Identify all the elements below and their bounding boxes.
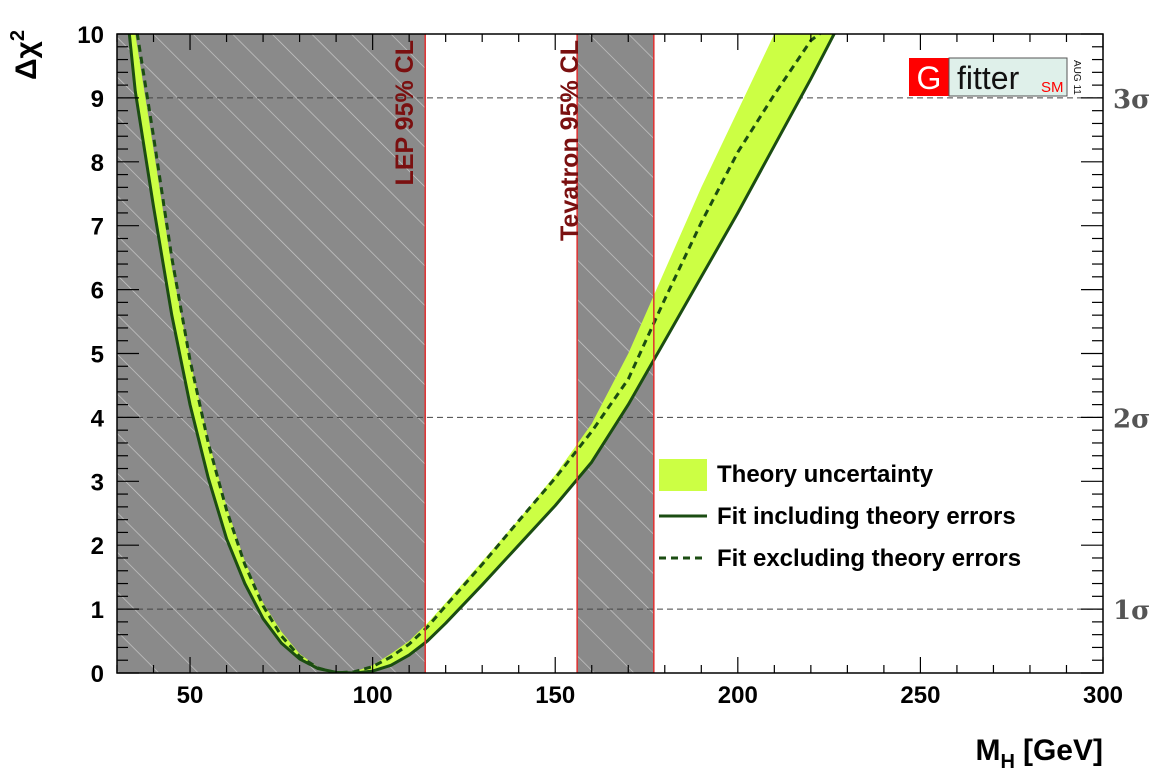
y-axis-title: Δχ2 — [7, 30, 43, 80]
series-line-excluding-theory — [135, 34, 822, 673]
exclusion-label-1: Tevatron 95% CL — [556, 40, 584, 241]
y-tick-label: 7 — [91, 214, 104, 241]
y-tick-label: 5 — [91, 342, 104, 369]
series-line-including-theory — [127, 34, 836, 673]
legend: Theory uncertainty Fit including theory … — [659, 459, 1021, 572]
exclusion-label-0: LEP 95% CL — [391, 40, 419, 185]
theory-band-layer — [129, 34, 835, 673]
theory-uncertainty-band — [129, 34, 835, 673]
sigma-label: 1σ — [1113, 596, 1150, 626]
y-tick-label: 10 — [77, 22, 104, 49]
x-tick-label: 300 — [1083, 682, 1123, 709]
excluded-region-hatch-0 — [117, 34, 426, 673]
axis-ticks — [116, 33, 1104, 674]
y-tick-label: 0 — [91, 661, 104, 688]
legend-swatch-band — [659, 459, 707, 491]
x-tick-label: 100 — [353, 682, 393, 709]
y-tick-label: 6 — [91, 278, 104, 305]
y-tick-label: 1 — [91, 597, 104, 624]
excluded-regions — [117, 34, 654, 673]
sigma-label: 3σ — [1113, 85, 1150, 115]
gfitter-logo: G fitter SM AUG 11 — [909, 57, 1082, 97]
exclusion-boundaries — [424, 34, 655, 673]
exclusion-labels: LEP 95% CL Tevatron 95% CL — [391, 40, 584, 241]
logo-stamp: AUG 11 — [1071, 60, 1082, 95]
logo-letter-box — [909, 58, 949, 96]
legend-label-solid: Fit including theory errors — [717, 503, 1016, 530]
logo-word-box — [948, 57, 1068, 97]
sigma-label: 2σ — [1113, 404, 1150, 434]
x-tick-labels: 50 100 150 200 250 300 — [177, 682, 1123, 709]
logo-badge: SM — [1041, 79, 1064, 96]
y-tick-label: 9 — [91, 86, 104, 113]
y-tick-label: 4 — [91, 405, 105, 432]
x-tick-label: 50 — [177, 682, 204, 709]
y-tick-label: 3 — [91, 469, 104, 496]
legend-label-dashed: Fit excluding theory errors — [717, 545, 1021, 572]
logo-word: fitter — [957, 60, 1020, 96]
y-tick-label: 2 — [91, 533, 104, 560]
sigma-labels: 1σ 2σ 3σ — [1113, 85, 1150, 626]
x-tick-label: 150 — [535, 682, 575, 709]
y-tick-labels: 0 1 2 3 4 5 6 7 8 9 10 — [77, 22, 104, 688]
fit-curves — [127, 34, 836, 673]
y-tick-label: 8 — [91, 150, 104, 177]
logo-letter: G — [917, 60, 942, 96]
legend-label-band: Theory uncertainty — [717, 461, 934, 488]
x-tick-label: 200 — [718, 682, 758, 709]
x-axis-title: MH [GeV] — [976, 734, 1103, 773]
x-tick-label: 250 — [900, 682, 940, 709]
